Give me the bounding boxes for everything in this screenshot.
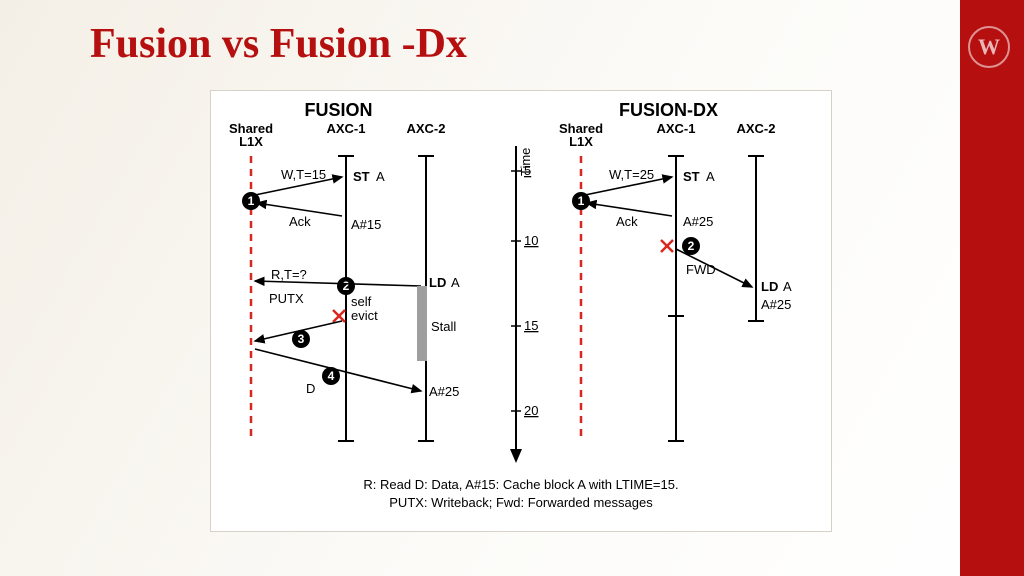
svg-text:4: 4 — [328, 369, 335, 383]
svg-text:FUSION-DX: FUSION-DX — [619, 100, 718, 120]
svg-text:10: 10 — [524, 233, 538, 248]
svg-text:Ack: Ack — [616, 214, 638, 229]
svg-text:LD: LD — [429, 275, 446, 290]
svg-text:AXC-1: AXC-1 — [326, 121, 365, 136]
svg-text:L1X: L1X — [569, 134, 593, 149]
svg-text:15: 15 — [524, 318, 538, 333]
svg-text:A: A — [451, 275, 460, 290]
svg-text:ST: ST — [353, 169, 370, 184]
svg-text:AXC-1: AXC-1 — [656, 121, 695, 136]
svg-text:A#25: A#25 — [761, 297, 791, 312]
svg-text:A: A — [706, 169, 715, 184]
svg-text:PUTX: Writeback; Fwd: Forwarde: PUTX: Writeback; Fwd: Forwarded messages — [389, 495, 653, 510]
svg-text:A#15: A#15 — [351, 217, 381, 232]
diagram-svg: FUSIONSharedL1XAXC-1AXC-21W,T=15STAAckA#… — [211, 91, 831, 531]
crest-icon: W — [968, 26, 1010, 68]
svg-text:ST: ST — [683, 169, 700, 184]
svg-text:W,T=15: W,T=15 — [281, 167, 326, 182]
svg-text:Ack: Ack — [289, 214, 311, 229]
crest-letter: W — [978, 34, 1000, 60]
svg-text:1: 1 — [248, 194, 255, 208]
svg-text:A#25: A#25 — [429, 384, 459, 399]
svg-text:PUTX: PUTX — [269, 291, 304, 306]
svg-text:evict: evict — [351, 308, 378, 323]
svg-text:W,T=25: W,T=25 — [609, 167, 654, 182]
svg-text:Stall: Stall — [431, 319, 456, 334]
svg-text:LD: LD — [761, 279, 778, 294]
svg-text:R: Read D: Data, A#15: Cache: R: Read D: Data, A#15: Cache block A wit… — [363, 477, 678, 492]
svg-text:20: 20 — [524, 403, 538, 418]
svg-text:A#25: A#25 — [683, 214, 713, 229]
svg-text:self: self — [351, 294, 372, 309]
svg-text:A: A — [376, 169, 385, 184]
diagram-figure: FUSIONSharedL1XAXC-1AXC-21W,T=15STAAckA#… — [210, 90, 832, 532]
svg-text:D: D — [306, 381, 315, 396]
slide: W Fusion vs Fusion -Dx FUSIONSharedL1XAX… — [0, 0, 1024, 576]
slide-title: Fusion vs Fusion -Dx — [90, 20, 467, 68]
svg-text:R,T=?: R,T=? — [271, 267, 307, 282]
accent-bar — [960, 0, 1024, 576]
svg-text:L1X: L1X — [239, 134, 263, 149]
svg-text:1: 1 — [578, 194, 585, 208]
svg-text:AXC-2: AXC-2 — [406, 121, 445, 136]
svg-text:2: 2 — [688, 239, 695, 253]
svg-text:FUSION: FUSION — [304, 100, 372, 120]
svg-text:5: 5 — [524, 163, 531, 178]
svg-text:A: A — [783, 279, 792, 294]
svg-text:FWD: FWD — [686, 262, 716, 277]
svg-text:3: 3 — [298, 332, 305, 346]
svg-text:2: 2 — [343, 279, 350, 293]
svg-text:AXC-2: AXC-2 — [736, 121, 775, 136]
